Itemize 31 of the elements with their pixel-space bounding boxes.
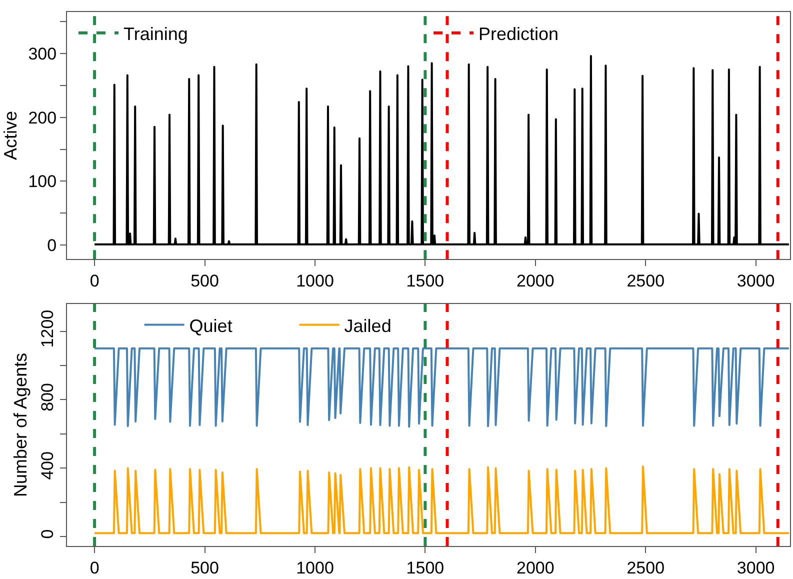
x-tick-label: 2500 [626, 558, 665, 578]
x-tick-label: 1000 [296, 271, 334, 290]
x-tick-label: 1500 [406, 558, 444, 578]
y-axis-title: Number of Agents [10, 352, 30, 497]
legend-label: Quiet [189, 316, 232, 336]
ref-line-label: Prediction [478, 24, 559, 44]
legend-label: Jailed [344, 316, 392, 336]
x-tick-label: 3000 [736, 558, 775, 578]
x-tick-label: 500 [190, 558, 219, 578]
x-tick-label: 2500 [626, 271, 665, 290]
x-tick-label: 1000 [296, 558, 334, 578]
x-tick-label: 500 [190, 271, 219, 290]
x-tick-label: 0 [90, 271, 100, 290]
x-tick-label: 0 [90, 558, 100, 578]
y-tick-label: 200 [28, 108, 57, 128]
y-tick-label: 400 [38, 451, 58, 480]
line-series [94, 347, 790, 428]
y-tick-label: 1200 [38, 310, 58, 348]
line-series [94, 465, 790, 534]
y-axis-title: Active [0, 111, 20, 160]
y-tick-label: 800 [38, 382, 58, 412]
line-series [94, 55, 790, 246]
ref-line-label: Training [124, 24, 188, 44]
x-tick-label: 2000 [516, 271, 554, 290]
y-tick-label: 100 [28, 172, 57, 192]
y-tick-label: 0 [38, 529, 58, 539]
y-tick-label: 0 [47, 236, 57, 255]
y-tick-label: 300 [28, 44, 57, 64]
x-tick-label: 3000 [736, 271, 775, 290]
x-tick-label: 2000 [516, 558, 554, 578]
x-tick-label: 1500 [406, 271, 444, 290]
